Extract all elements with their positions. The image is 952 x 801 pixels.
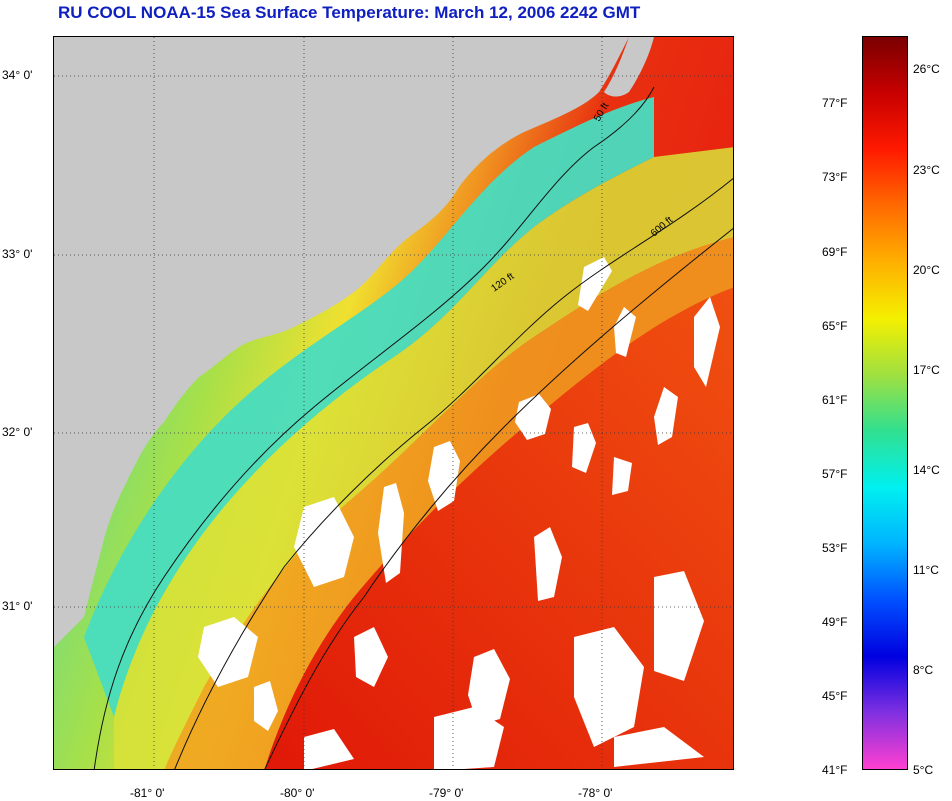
land-north-cape [604,37,654,97]
colorbar-c-label: 26°C [913,62,940,76]
lon-label-79: -79° 0' [429,786,464,800]
colorbar-f-label: 73°F [822,170,848,184]
colorbar-f-label: 69°F [822,245,848,259]
cloud-patches [198,257,720,769]
lon-label-78: -78° 0' [578,786,613,800]
lat-label-32: 32° 0' [2,425,33,439]
colorbar-c-label: 17°C [913,363,940,377]
colorbar-c-label: 23°C [913,163,940,177]
colorbar-c-label: 14°C [913,463,940,477]
colorbar-f-label: 77°F [822,96,848,110]
lat-label-33: 33° 0' [2,247,33,261]
colorbar-f-label: 57°F [822,467,848,481]
colorbar-f-label: 45°F [822,689,848,703]
cold-shelf-band [84,97,654,717]
sst-map-canvas: 50 ft 120 ft 600 ft [54,37,733,769]
colorbar-f-label: 53°F [822,541,848,555]
map-title: RU COOL NOAA-15 Sea Surface Temperature:… [58,3,641,22]
lon-label-80: -80° 0' [280,786,315,800]
temperature-colorbar [862,36,908,770]
lat-label-34: 34° 0' [2,68,33,82]
colorbar-c-label: 20°C [913,263,940,277]
colorbar-f-label: 65°F [822,319,848,333]
isobath-600ft-line [264,227,733,769]
sst-map[interactable]: 50 ft 120 ft 600 ft [53,36,734,770]
colorbar-f-label: 61°F [822,393,848,407]
colorbar-c-label: 8°C [913,663,934,677]
lat-label-31: 31° 0' [2,599,33,613]
colorbar-c-label: 5°C [913,763,934,777]
isobath-120ft-line [174,177,733,769]
land-area [54,37,629,647]
lon-label-81: -81° 0' [130,786,165,800]
warm-shelf-band [114,147,733,769]
colorbar-f-label: 41°F [822,763,848,777]
graticule [54,37,733,769]
slope-band [164,237,733,769]
isobath-50ft-line [93,86,655,769]
colorbar-c-label: 11°C [913,563,939,577]
colorbar-f-label: 49°F [822,615,848,629]
isobath-contours [93,86,733,769]
